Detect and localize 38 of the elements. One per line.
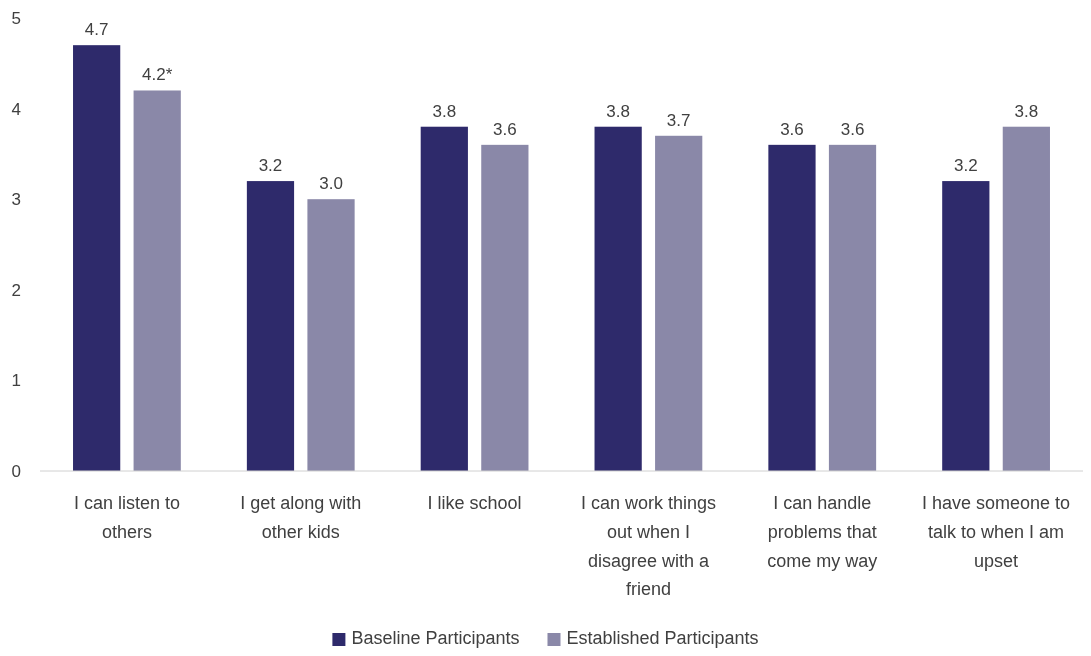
data-label: 3.8 [432,101,457,121]
legend-label: Established Participants [566,628,759,648]
x-tick-label: I like school [427,493,522,513]
bar [828,144,877,471]
data-label: 3.6 [493,119,517,139]
y-tick-label: 5 [11,8,21,28]
legend-label: Baseline Participants [351,628,520,648]
x-tick-label: I can handle problems that come my way [767,493,878,571]
bar [942,181,990,471]
y-tick-label: 2 [11,280,21,300]
bar [246,181,295,471]
y-tick-label: 0 [11,461,21,481]
bar [594,126,642,471]
data-label: 3.2 [258,156,283,176]
x-tick-label: I can work things out when I disagree with a friend [580,493,716,600]
bar [655,135,703,471]
data-label: 3.7 [666,110,691,130]
x-tick-label: I get along with other kids [240,493,362,542]
bar [307,199,355,471]
bar [133,90,181,471]
data-label: 3.8 [1014,101,1039,121]
y-tick-label: 1 [11,371,21,391]
data-label: 3.0 [319,174,343,194]
y-tick-label: 4 [11,99,21,119]
y-tick-label: 3 [11,190,21,210]
data-label: 3.6 [780,119,804,139]
data-label: 3.2 [953,156,978,176]
bar [420,126,468,471]
x-tick-label: I have someone to talk to when I am upset [922,493,1071,571]
bar [481,144,529,471]
data-label: 4.2* [142,65,173,85]
data-label: 3.8 [606,101,630,121]
data-label: 3.6 [840,119,865,139]
bar [73,45,121,471]
x-tick-label: I can listen to others [73,493,180,542]
bar [768,144,816,471]
bar [1002,126,1050,471]
data-label: 4.7 [84,20,109,40]
